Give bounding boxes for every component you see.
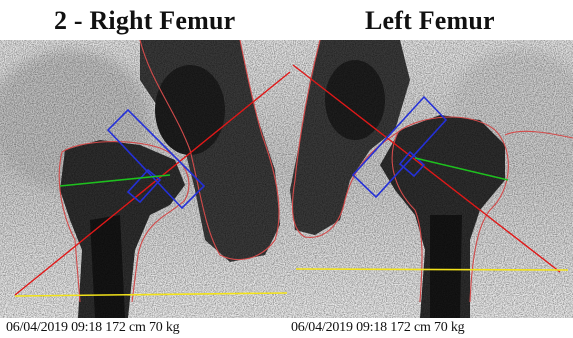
baselines [14,268,569,297]
panel-title-left-femur: Left Femur [365,6,495,35]
axis-lines [14,64,561,296]
scan-info-right: 06/04/2019 09:18 172 cm 70 kg [6,320,180,335]
neck-axis-lines [59,157,509,187]
scan-info-left: 06/04/2019 09:18 172 cm 70 kg [291,320,465,335]
panel-title-right-femur: 2 - Right Femur [54,6,236,35]
bone-scan-image [0,40,573,318]
